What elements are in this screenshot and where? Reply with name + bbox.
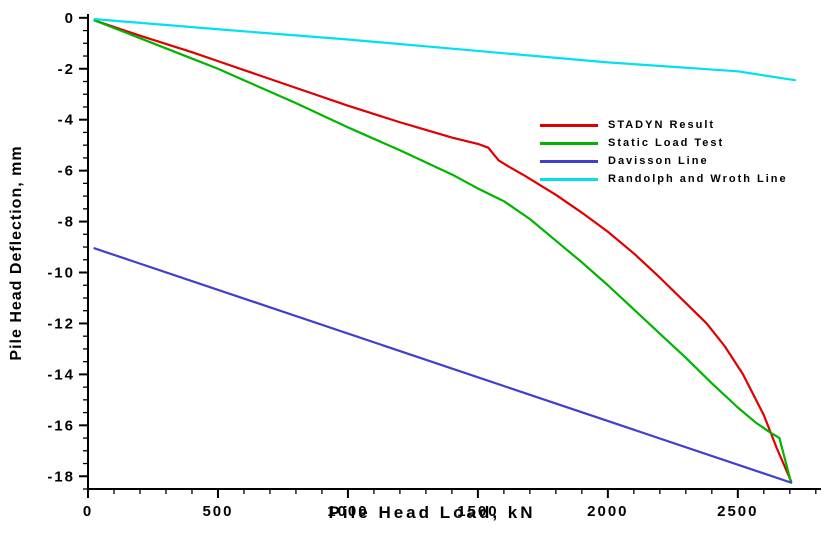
y-tick-label: -8 [58,214,75,231]
x-tick-label: 2000 [587,503,628,520]
legend-label: Static Load Test [608,137,725,149]
legend-row: Davisson Line [540,152,788,170]
x-tick-label: 2500 [717,503,758,520]
legend-row: Static Load Test [540,134,788,152]
legend-label: STADYN Result [608,119,716,131]
y-tick-label: 0 [65,10,75,27]
x-axis-title: Pile Head Load, kN [328,503,536,522]
legend-swatch [540,123,598,127]
series-line-3 [93,17,797,82]
legend-row: STADYN Result [540,116,788,134]
y-tick-label: -4 [58,112,75,129]
y-tick-label: -16 [47,417,75,434]
legend-label: Davisson Line [608,155,709,167]
legend-swatch [540,177,598,181]
legend: STADYN Result Static Load Test Davisson … [540,116,788,188]
x-tick-label: 1500 [457,503,498,520]
x-tick-label: 1000 [327,503,368,520]
series-line-1 [93,19,793,484]
x-tick-label: 0 [83,503,93,520]
legend-swatch [540,141,598,145]
x-tick-label: 500 [202,503,233,520]
y-axis-title: Pile Head Deflection, mm [8,145,25,361]
y-tick-label: -10 [47,265,75,282]
y-tick-label: -14 [47,366,75,383]
legend-label: Randolph and Wroth Line [608,173,788,185]
y-tick-label: -6 [58,163,75,180]
series-line-0 [93,19,793,483]
series-line-2 [93,247,793,484]
legend-row: Randolph and Wroth Line [540,170,788,188]
legend-swatch [540,159,598,163]
y-tick-label: -12 [47,315,75,332]
y-tick-label: -2 [58,61,75,78]
y-tick-label: -18 [47,468,75,485]
